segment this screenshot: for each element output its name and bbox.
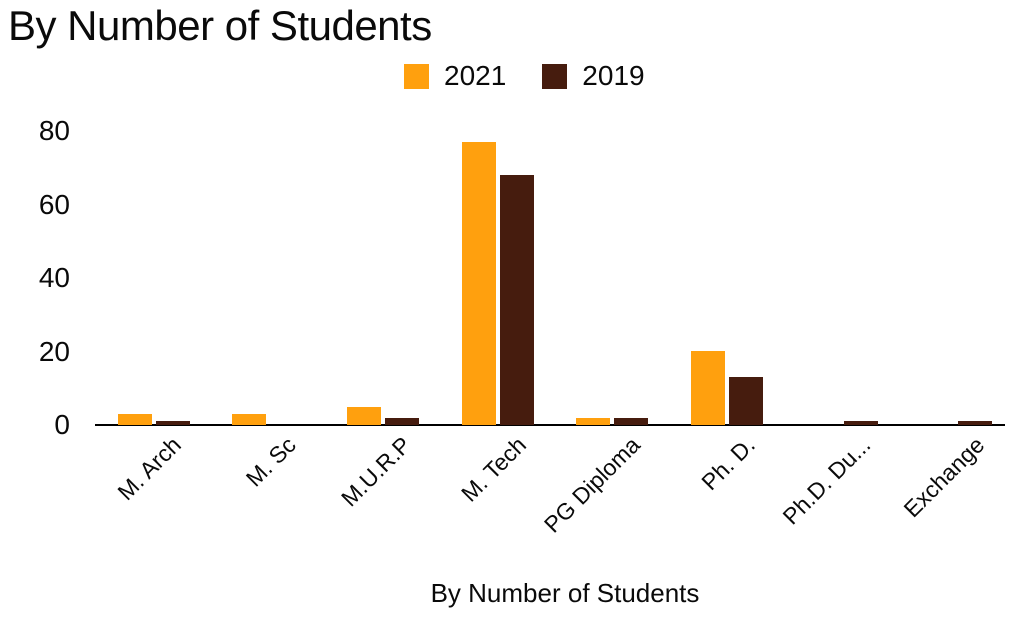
x-axis-line [95, 424, 1005, 426]
x-axis-tick-label-m-arch: M. Arch [112, 431, 186, 506]
bar-2019-ph-d-du [844, 421, 878, 425]
x-axis-tick-label-m-tech: M. Tech [455, 431, 531, 507]
legend-swatch-2021-icon [404, 63, 429, 89]
legend-item-2021: 2021 [404, 62, 506, 90]
legend-label-2021: 2021 [444, 60, 507, 91]
bar-2019-m-arch [156, 421, 190, 425]
bar-2021-m-arch [118, 414, 152, 425]
x-axis-tick-label-ph-d: Ph. D. [696, 431, 760, 496]
bar-2019-m-tech [500, 175, 534, 425]
y-axis-tick-label: 20 [38, 336, 70, 367]
x-axis-tick-label-m-sc: M. Sc [241, 431, 301, 492]
x-axis-tick-label-exchange: Exchange [898, 431, 989, 523]
y-axis-tick-label: 0 [54, 409, 70, 440]
y-axis-tick-label: 60 [38, 189, 70, 220]
x-axis-title: By Number of Students [430, 578, 700, 608]
bar-2019-pg-diploma [614, 418, 648, 425]
legend: 2021 2019 [404, 62, 645, 90]
bar-2021-m-u-r-p [347, 407, 381, 425]
bar-2019-m-u-r-p [385, 418, 419, 425]
x-axis-tick-label-ph-d-du: Ph.D. Du... [777, 431, 875, 530]
bar-2021-pg-diploma [576, 418, 610, 425]
legend-swatch-2019-icon [542, 63, 568, 89]
legend-label-2019: 2019 [582, 60, 645, 91]
y-axis-tick-label: 40 [38, 262, 70, 293]
y-axis-tick-label: 80 [38, 115, 70, 146]
bar-2019-ph-d [729, 377, 763, 425]
bar-2021-m-sc [232, 414, 266, 425]
bar-2021-ph-d [691, 351, 725, 425]
bar-2021-m-tech [462, 142, 496, 425]
x-axis-tick-label-m-u-r-p: M.U.R.P [336, 431, 416, 512]
chart-title: By Number of Students [8, 2, 432, 49]
x-axis-tick-label-pg-diploma: PG Diploma [538, 431, 645, 538]
bar-2019-exchange [958, 421, 992, 425]
legend-item-2019: 2019 [542, 60, 645, 91]
